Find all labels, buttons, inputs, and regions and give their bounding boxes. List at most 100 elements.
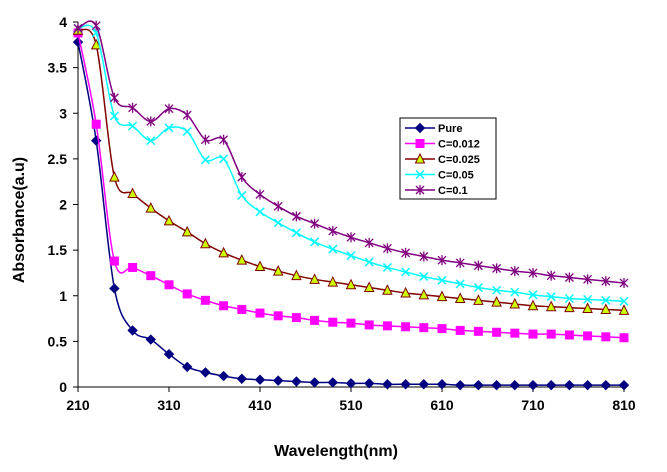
legend-label: C=0.1 — [438, 185, 468, 197]
data-point-c-0-025 — [436, 290, 448, 302]
data-point-c-0-025 — [473, 294, 484, 305]
data-point-c-0-012 — [200, 295, 210, 305]
data-point-pure — [363, 378, 375, 389]
legend-entry-c-0-05: C=0.05 — [405, 170, 474, 182]
data-point-pure — [163, 348, 175, 360]
data-point-c-0-05 — [419, 272, 429, 282]
data-point-c-0-05 — [473, 283, 483, 293]
data-point-c-0-1 — [564, 272, 574, 283]
legend-label: C=0.025 — [438, 154, 480, 166]
data-point-c-0-1 — [473, 260, 483, 271]
x-tick-label: 810 — [612, 397, 636, 413]
data-point-pure — [564, 379, 575, 391]
legend: Pure C=0.012 C=0.025 C=0.05 C=0.1 — [399, 117, 497, 200]
y-tick-label: 3.5 — [48, 60, 68, 76]
data-point-pure — [400, 379, 411, 390]
data-point-c-0-05 — [346, 251, 356, 261]
data-point-c-0-012 — [109, 256, 119, 266]
data-point-c-0-025 — [145, 202, 157, 213]
legend-label: Pure — [438, 123, 462, 135]
series-line-c-0-025 — [77, 28, 625, 312]
data-point-c-0-012 — [528, 329, 538, 339]
data-point-c-0-012 — [291, 313, 301, 323]
legend-label: C=0.05 — [438, 170, 474, 182]
data-point-c-0-012 — [146, 271, 156, 281]
data-point-pure — [127, 325, 138, 336]
data-point-c-0-05 — [510, 287, 520, 297]
legend-entry-pure: Pure — [405, 122, 462, 135]
data-point-c-0-012 — [382, 321, 392, 331]
series-c-0-025 — [72, 24, 630, 315]
data-point-c-0-012 — [437, 324, 447, 334]
data-point-c-0-05 — [200, 155, 210, 165]
data-point-c-0-012 — [182, 289, 192, 299]
data-point-c-0-05 — [583, 294, 593, 304]
data-point-c-0-012 — [619, 333, 629, 343]
data-point-c-0-1 — [200, 134, 210, 145]
data-point-c-0-012 — [164, 280, 174, 290]
data-point-pure — [418, 379, 430, 390]
data-point-c-0-025 — [309, 273, 320, 284]
x-tick-label: 510 — [339, 397, 363, 413]
data-point-c-0-1 — [401, 247, 411, 258]
tick-group: 210 310 410 510 610 710 810 0 0.5 1 1.5 2 2.5 3 3.5 4 — [48, 14, 636, 413]
data-point-c-0-025 — [236, 254, 248, 265]
data-point-pure — [618, 379, 630, 391]
data-point-c-0-1 — [310, 218, 320, 229]
legend-swatch-marker — [415, 169, 425, 180]
data-point-c-0-025 — [545, 300, 557, 312]
data-point-pure — [272, 375, 284, 386]
series-line-c-0-1 — [77, 20, 625, 284]
data-point-c-0-025 — [181, 225, 193, 237]
data-point-pure — [509, 379, 521, 391]
x-tick-label: 710 — [521, 397, 545, 413]
y-tick-label: 1 — [59, 288, 67, 304]
data-point-c-0-05 — [237, 190, 247, 200]
data-point-c-0-1 — [437, 255, 447, 266]
data-point-c-0-012 — [583, 331, 593, 341]
data-point-c-0-025 — [491, 296, 502, 307]
axes — [77, 22, 624, 388]
data-point-c-0-012 — [310, 315, 320, 325]
legend-entry-c-0-025: C=0.025 — [405, 152, 480, 166]
data-point-pure — [345, 378, 357, 389]
data-point-pure — [600, 379, 612, 391]
data-point-c-0-025 — [363, 281, 375, 293]
data-point-c-0-1 — [419, 251, 429, 262]
data-point-c-0-1 — [146, 116, 156, 127]
legend-entry-c-0-012: C=0.012 — [405, 139, 480, 151]
data-point-c-0-012 — [510, 328, 520, 338]
data-point-c-0-1 — [346, 232, 356, 243]
data-point-c-0-012 — [273, 311, 283, 321]
data-point-c-0-025 — [200, 237, 211, 249]
data-point-c-0-05 — [328, 244, 338, 254]
data-point-c-0-1 — [619, 277, 629, 288]
data-point-c-0-05 — [291, 228, 301, 238]
data-point-c-0-025 — [527, 299, 539, 311]
data-point-pure — [145, 334, 157, 345]
data-point-c-0-025 — [90, 38, 102, 50]
data-point-c-0-025 — [127, 187, 138, 199]
data-point-c-0-05 — [528, 290, 538, 300]
y-tick-label: 2.5 — [48, 151, 68, 167]
data-point-c-0-025 — [418, 288, 430, 300]
data-point-c-0-1 — [328, 225, 338, 236]
data-point-c-0-1 — [291, 211, 301, 222]
legend-swatch-marker — [415, 139, 425, 148]
data-point-c-0-1 — [109, 92, 119, 103]
y-axis-title: Absorbance(a.u) — [11, 157, 28, 283]
data-point-c-0-05 — [109, 111, 119, 121]
data-point-pure — [254, 374, 266, 385]
data-point-c-0-1 — [492, 263, 502, 274]
y-tick-label: 3 — [59, 105, 67, 121]
series-c-0-05 — [73, 23, 629, 306]
data-point-c-0-012 — [492, 327, 502, 337]
data-point-pure — [545, 379, 557, 391]
data-point-pure — [491, 379, 502, 391]
legend-swatch-marker — [414, 122, 426, 134]
data-point-pure — [309, 377, 320, 388]
data-point-c-0-1 — [382, 243, 392, 254]
data-point-c-0-025 — [345, 278, 357, 290]
series-pure — [72, 36, 630, 391]
data-point-c-0-025 — [327, 275, 339, 287]
